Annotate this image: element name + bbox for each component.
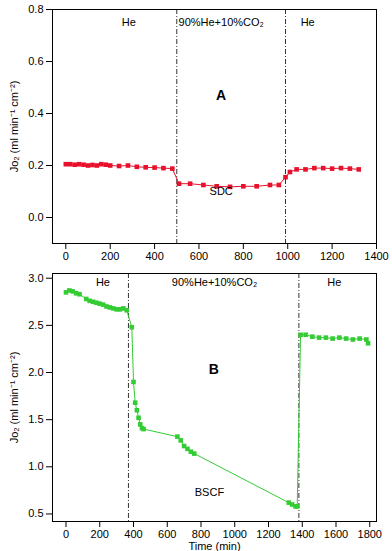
svg-text:1600: 1600 [324,528,348,540]
svg-text:0: 0 [63,250,69,262]
svg-text:1400: 1400 [364,250,388,262]
svg-text:1400: 1400 [290,528,314,540]
svg-text:Jo₂ (ml min⁻¹ cm⁻²): Jo₂ (ml min⁻¹ cm⁻²) [8,81,20,173]
svg-text:1200: 1200 [256,528,280,540]
svg-text:A: A [216,87,226,103]
svg-text:B: B [209,361,219,377]
svg-text:1200: 1200 [320,250,344,262]
svg-text:He: He [96,276,110,288]
svg-text:1800: 1800 [358,528,382,540]
svg-text:0.6: 0.6 [28,55,43,67]
svg-text:SDC: SDC [210,185,233,197]
svg-text:0.5: 0.5 [28,507,43,519]
svg-text:1000: 1000 [275,250,299,262]
svg-text:0.4: 0.4 [28,107,43,119]
svg-text:He: He [301,16,315,28]
svg-text:Time (min): Time (min) [188,540,240,551]
svg-text:600: 600 [158,528,176,540]
svg-text:90%He+10%CO₂: 90%He+10%CO₂ [179,16,264,28]
svg-text:1.5: 1.5 [28,413,43,425]
svg-text:200: 200 [101,250,119,262]
svg-text:600: 600 [190,250,208,262]
svg-text:400: 400 [124,528,142,540]
svg-text:90%He+10%CO₂: 90%He+10%CO₂ [172,276,257,288]
svg-text:400: 400 [145,250,163,262]
svg-text:2.0: 2.0 [28,366,43,378]
svg-text:800: 800 [192,528,210,540]
svg-text:2.5: 2.5 [28,319,43,331]
svg-text:BSCF: BSCF [195,486,225,498]
svg-text:200: 200 [91,528,109,540]
svg-text:He: He [327,276,341,288]
svg-text:1.0: 1.0 [28,460,43,472]
svg-text:0.8: 0.8 [28,3,43,15]
svg-text:Jo₂ (ml min⁻¹ cm⁻²): Jo₂ (ml min⁻¹ cm⁻²) [8,352,20,444]
svg-text:He: He [122,16,136,28]
svg-text:800: 800 [234,250,252,262]
svg-text:1000: 1000 [223,528,247,540]
svg-text:0: 0 [63,528,69,540]
svg-text:3.0: 3.0 [28,272,43,284]
svg-text:0.2: 0.2 [28,159,43,171]
svg-text:0.0: 0.0 [28,211,43,223]
